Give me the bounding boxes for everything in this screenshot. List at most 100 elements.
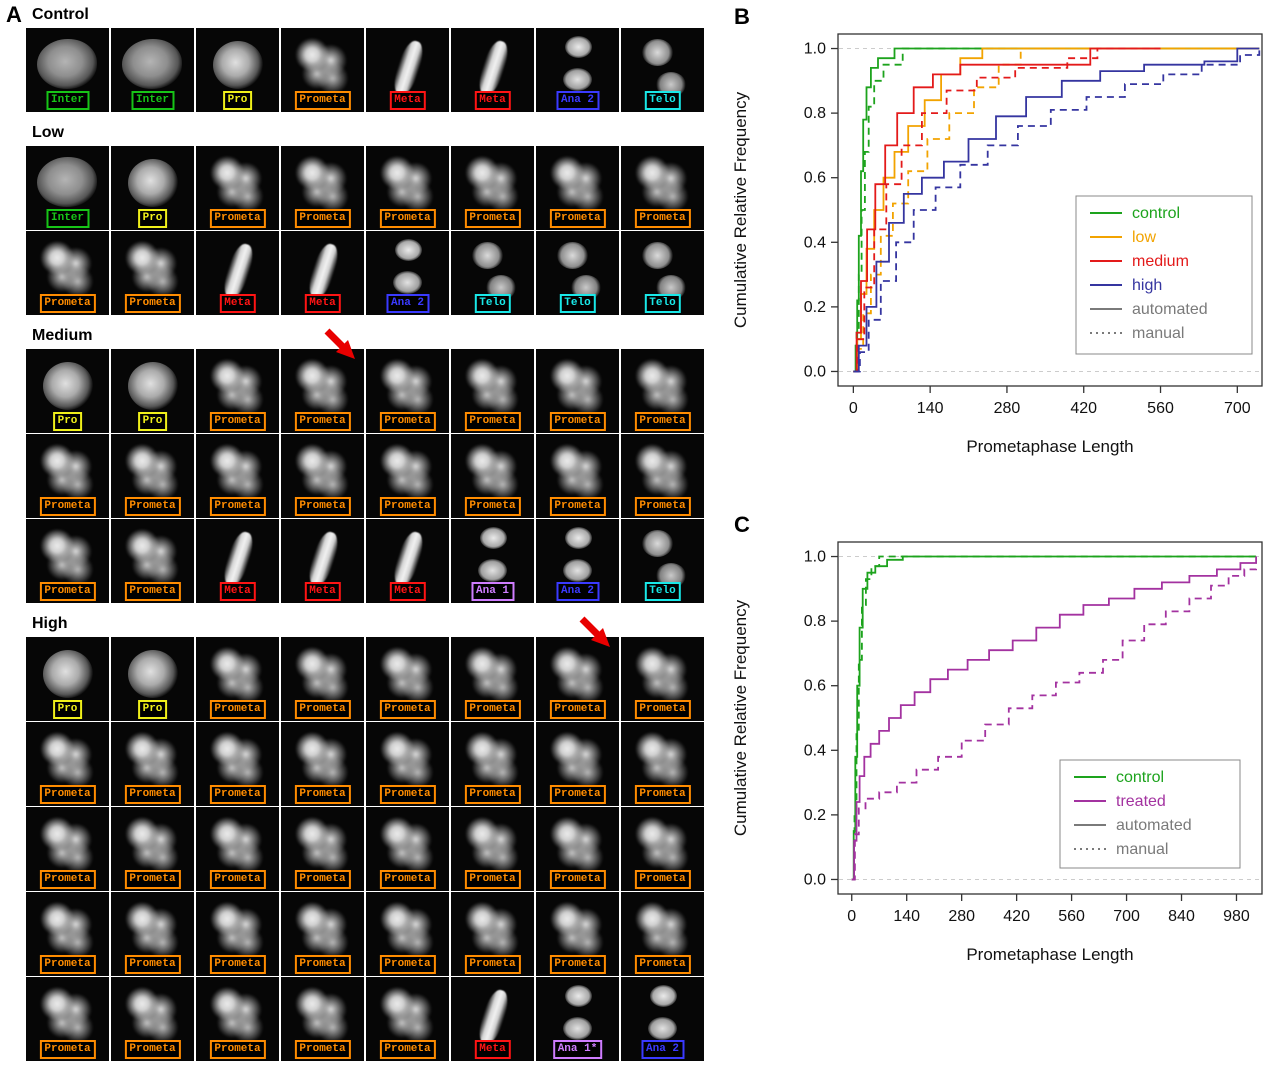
y-tick-label: 1.0 [804, 549, 826, 566]
chromatin-image [536, 28, 619, 112]
phase-label: Pro [137, 700, 168, 719]
micrograph-cell: Prometa [111, 231, 194, 315]
legend-label: treated [1116, 793, 1166, 810]
series-high-automated [853, 47, 1260, 373]
x-tick-label: 140 [893, 908, 920, 925]
micrograph-cell: Meta [196, 231, 279, 315]
phase-label: Ana 2 [640, 1040, 685, 1059]
micrograph-cell: Prometa [196, 892, 279, 976]
phase-label: Prometa [124, 955, 181, 974]
x-tick-label: 700 [1224, 400, 1251, 417]
x-tick-label: 700 [1113, 908, 1140, 925]
plot-box [837, 541, 1263, 895]
micrograph-cell: Meta [451, 977, 534, 1061]
chromatin-image [366, 231, 449, 315]
phase-label: Prometa [634, 412, 691, 431]
phase-label: Prometa [379, 700, 436, 719]
micrograph-cell: Prometa [366, 722, 449, 806]
phase-label: Inter [45, 209, 90, 228]
panel-c-chart: C 0 140 280 420 560 700 840 980 0.0 0.2 0.4 0.6 0.8 1… [724, 508, 1280, 978]
micrograph-cell: Prometa [281, 637, 364, 721]
y-tick-label: 0.6 [804, 678, 826, 695]
phase-label: Prometa [634, 870, 691, 889]
phase-label: Prometa [39, 785, 96, 804]
legend-label: medium [1132, 253, 1189, 270]
micrograph-cell: Prometa [621, 434, 704, 518]
micrograph-row: Inter Inter Pro Prometa Meta Meta Ana 2 Telo [26, 28, 710, 112]
micrograph-cell: Ana 2 [621, 977, 704, 1061]
phase-label: Meta [389, 582, 426, 601]
section-title: High [32, 615, 68, 632]
series-control-manual [853, 47, 1260, 373]
micrograph-cell: Prometa [26, 722, 109, 806]
micrograph-cell: Prometa [536, 637, 619, 721]
micrograph-cell: Prometa [621, 892, 704, 976]
phase-label: Prometa [124, 785, 181, 804]
micrograph-row: Pro Pro Prometa Prometa Prometa Prometa Promet… [26, 349, 710, 433]
phase-label: Prometa [124, 870, 181, 889]
micrograph-cell: Prometa [451, 807, 534, 891]
phase-label: Prometa [209, 412, 266, 431]
phase-label: Meta [304, 582, 341, 601]
micrograph-grid: Pro Pro Prometa Prometa Prometa Prometa Promet… [26, 616, 710, 1061]
micrograph-row: Prometa Prometa Prometa Prometa Prometa Prome… [26, 434, 710, 518]
phase-label: Prometa [209, 785, 266, 804]
phase-label: Prometa [549, 870, 606, 889]
micrograph-cell: Ana 1 [451, 519, 534, 603]
micrograph-cell: Prometa [26, 434, 109, 518]
micrograph-cell: Prometa [451, 146, 534, 230]
panel-b-letter: B [734, 4, 750, 29]
chromatin-image [536, 519, 619, 603]
series-control-manual [851, 555, 1257, 881]
micrograph-cell: Prometa [196, 807, 279, 891]
phase-label: Prometa [379, 785, 436, 804]
micrograph-row: Pro Pro Prometa Prometa Prometa Prometa Promet… [26, 637, 710, 721]
legend-label: automated [1132, 301, 1208, 318]
phase-label: Prometa [549, 955, 606, 974]
micrograph-cell: Prometa [536, 722, 619, 806]
phase-label: Prometa [209, 870, 266, 889]
phase-label: Prometa [379, 209, 436, 228]
panel-c-letter: C [734, 512, 750, 537]
phase-label: Prometa [39, 294, 96, 313]
phase-label: Prometa [379, 1040, 436, 1059]
phase-label: Prometa [379, 870, 436, 889]
chromatin-image [26, 28, 109, 112]
y-tick-label: 0.8 [804, 613, 826, 630]
phase-label: Prometa [379, 955, 436, 974]
chromatin-image [621, 28, 704, 112]
phase-label: Meta [389, 91, 426, 110]
micrograph-cell: Prometa [26, 519, 109, 603]
series-treated-manual [851, 566, 1257, 881]
legend-box [1075, 195, 1253, 355]
micrograph-cell: Meta [196, 519, 279, 603]
y-tick-label: 0.0 [804, 871, 826, 888]
section-title: Control [32, 6, 89, 23]
legend-label: control [1116, 769, 1164, 786]
red-arrow-icon [578, 615, 614, 651]
micrograph-cell: Telo [536, 231, 619, 315]
micrograph-cell: Prometa [621, 637, 704, 721]
micrograph-cell: Prometa [451, 722, 534, 806]
micrograph-row: Prometa Prometa Meta Meta Meta Ana 1 Ana 2 Telo [26, 519, 710, 603]
phase-label: Prometa [39, 1040, 96, 1059]
micrograph-cell: Prometa [281, 146, 364, 230]
micrograph-cell: Telo [621, 231, 704, 315]
micrograph-row: Prometa Prometa Prometa Prometa Prometa Prome… [26, 807, 710, 891]
y-tick-label: 0.8 [804, 105, 826, 122]
phase-label: Prometa [464, 497, 521, 516]
micrograph-cell: Prometa [111, 434, 194, 518]
chromatin-image [111, 349, 194, 433]
phase-label: Prometa [634, 209, 691, 228]
phase-label: Prometa [634, 955, 691, 974]
red-arrow-icon [323, 327, 359, 363]
micrograph-cell: Prometa [111, 977, 194, 1061]
micrograph-cell: Prometa [366, 637, 449, 721]
micrograph-cell: Prometa [281, 722, 364, 806]
micrograph-cell: Prometa [366, 892, 449, 976]
phase-label: Prometa [549, 209, 606, 228]
phase-label: Telo [644, 582, 681, 601]
phase-label: Prometa [464, 209, 521, 228]
micrograph-cell: Meta [281, 231, 364, 315]
phase-label: Pro [52, 412, 83, 431]
